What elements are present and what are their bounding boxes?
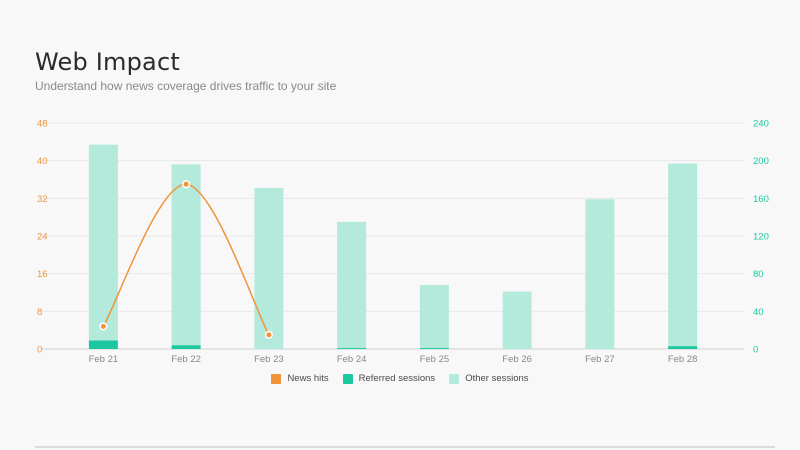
right-axis-tick-label: 240 [753, 119, 769, 130]
legend-item-news-hits[interactable]: News hits [271, 373, 329, 384]
referred-sessions-bar [88, 340, 118, 349]
referred-sessions-bar [668, 346, 698, 349]
news-hits-point [99, 322, 108, 331]
left-axis-tick-label: 8 [37, 307, 42, 318]
chart-legend: News hits Referred sessions Other sessio… [0, 373, 800, 384]
x-axis-tick-label: Feb 28 [668, 354, 698, 365]
other-sessions-bar [668, 163, 698, 347]
referred-sessions-bar [419, 348, 449, 349]
legend-label: Other sessions [465, 373, 529, 384]
referred-sessions-bar [171, 345, 201, 349]
bottom-divider [35, 446, 775, 448]
right-axis-tick-label: 0 [753, 345, 758, 356]
right-axis-tick-label: 160 [753, 194, 769, 205]
x-axis-tick-label: Feb 24 [337, 354, 367, 365]
other-sessions-bar [502, 291, 532, 349]
other-sessions-bar [337, 221, 367, 349]
right-axis-tick-label: 200 [753, 156, 769, 167]
referred-sessions-bar [337, 348, 367, 349]
x-axis-tick-label: Feb 21 [89, 354, 119, 365]
page-title: Web Impact [35, 48, 180, 76]
other-sessions-bar [419, 284, 449, 349]
left-axis-tick-label: 32 [37, 194, 48, 205]
legend-label: News hits [287, 373, 329, 384]
right-axis-tick-label: 120 [753, 232, 769, 243]
legend-item-referred-sessions[interactable]: Referred sessions [342, 373, 436, 384]
page-subtitle: Understand how news coverage drives traf… [35, 79, 337, 93]
other-sessions-bar [585, 199, 615, 349]
legend-item-other-sessions[interactable]: Other sessions [449, 373, 529, 384]
x-axis-tick-label: Feb 22 [171, 354, 201, 365]
other-sessions-bar [254, 187, 284, 349]
left-axis-tick-label: 48 [37, 119, 48, 130]
left-axis-tick-label: 24 [37, 232, 48, 243]
news-hits-point [264, 330, 273, 339]
legend-label: Referred sessions [358, 373, 436, 384]
news-hits-point [182, 180, 191, 189]
other-sessions-bar [171, 164, 201, 346]
x-axis-tick-label: Feb 27 [585, 354, 615, 365]
left-axis-tick-label: 0 [37, 345, 42, 356]
x-axis-tick-label: Feb 25 [420, 354, 450, 365]
x-axis-tick-label: Feb 23 [254, 354, 284, 365]
x-axis-tick-label: Feb 26 [502, 354, 532, 365]
right-axis-tick-label: 40 [753, 307, 764, 318]
legend-swatch-referred-sessions [342, 373, 353, 384]
other-sessions-bar [88, 144, 118, 341]
right-axis-tick-label: 80 [753, 269, 764, 280]
left-axis-tick-label: 40 [37, 156, 48, 167]
legend-swatch-other-sessions [449, 373, 460, 384]
legend-swatch-news-hits [271, 373, 282, 384]
left-axis-tick-label: 16 [37, 269, 48, 280]
